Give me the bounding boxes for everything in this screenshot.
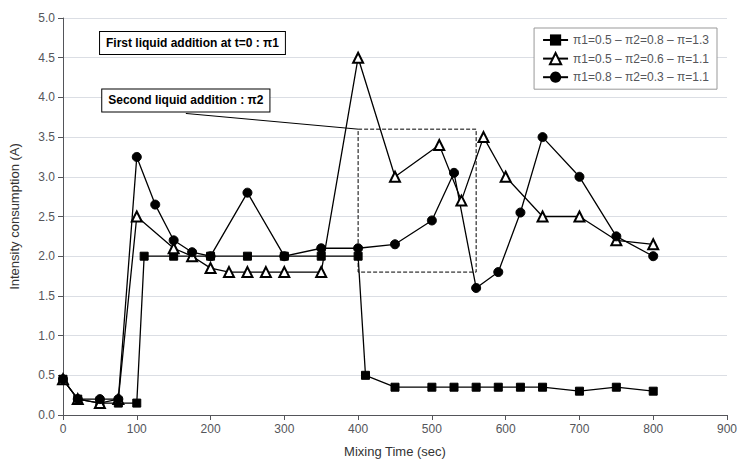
svg-text:π1=0.5 – π2=0.8 – π=1.3: π1=0.5 – π2=0.8 – π=1.3: [573, 33, 709, 47]
svg-text:700: 700: [569, 422, 589, 436]
svg-text:π1=0.5 – π2=0.6 – π=1.1: π1=0.5 – π2=0.6 – π=1.1: [573, 52, 709, 66]
svg-text:Mixing Time (sec): Mixing Time (sec): [344, 444, 446, 459]
svg-text:800: 800: [643, 422, 663, 436]
svg-text:200: 200: [201, 422, 221, 436]
svg-text:5.0: 5.0: [38, 11, 55, 25]
svg-text:First liquid addition at t=0 :: First liquid addition at t=0 : π1: [106, 36, 279, 50]
svg-text:0.5: 0.5: [38, 368, 55, 382]
svg-text:1.0: 1.0: [38, 329, 55, 343]
svg-text:Second liquid addition : π2: Second liquid addition : π2: [108, 93, 264, 107]
svg-text:0: 0: [60, 422, 67, 436]
svg-text:300: 300: [274, 422, 294, 436]
svg-text:3.5: 3.5: [38, 130, 55, 144]
svg-text:1.5: 1.5: [38, 289, 55, 303]
svg-text:400: 400: [348, 422, 368, 436]
svg-text:Intensity consumption (A): Intensity consumption (A): [7, 143, 22, 290]
svg-text:3.0: 3.0: [38, 170, 55, 184]
svg-text:4.5: 4.5: [38, 51, 55, 65]
svg-text:600: 600: [496, 422, 516, 436]
svg-text:π1=0.8 – π2=0.3 – π=1.1: π1=0.8 – π2=0.3 – π=1.1: [573, 70, 709, 84]
svg-text:900: 900: [717, 422, 737, 436]
svg-text:4.0: 4.0: [38, 90, 55, 104]
svg-text:2.5: 2.5: [38, 210, 55, 224]
svg-text:0.0: 0.0: [38, 408, 55, 422]
svg-text:100: 100: [127, 422, 147, 436]
svg-text:500: 500: [422, 422, 442, 436]
svg-text:2.0: 2.0: [38, 249, 55, 263]
